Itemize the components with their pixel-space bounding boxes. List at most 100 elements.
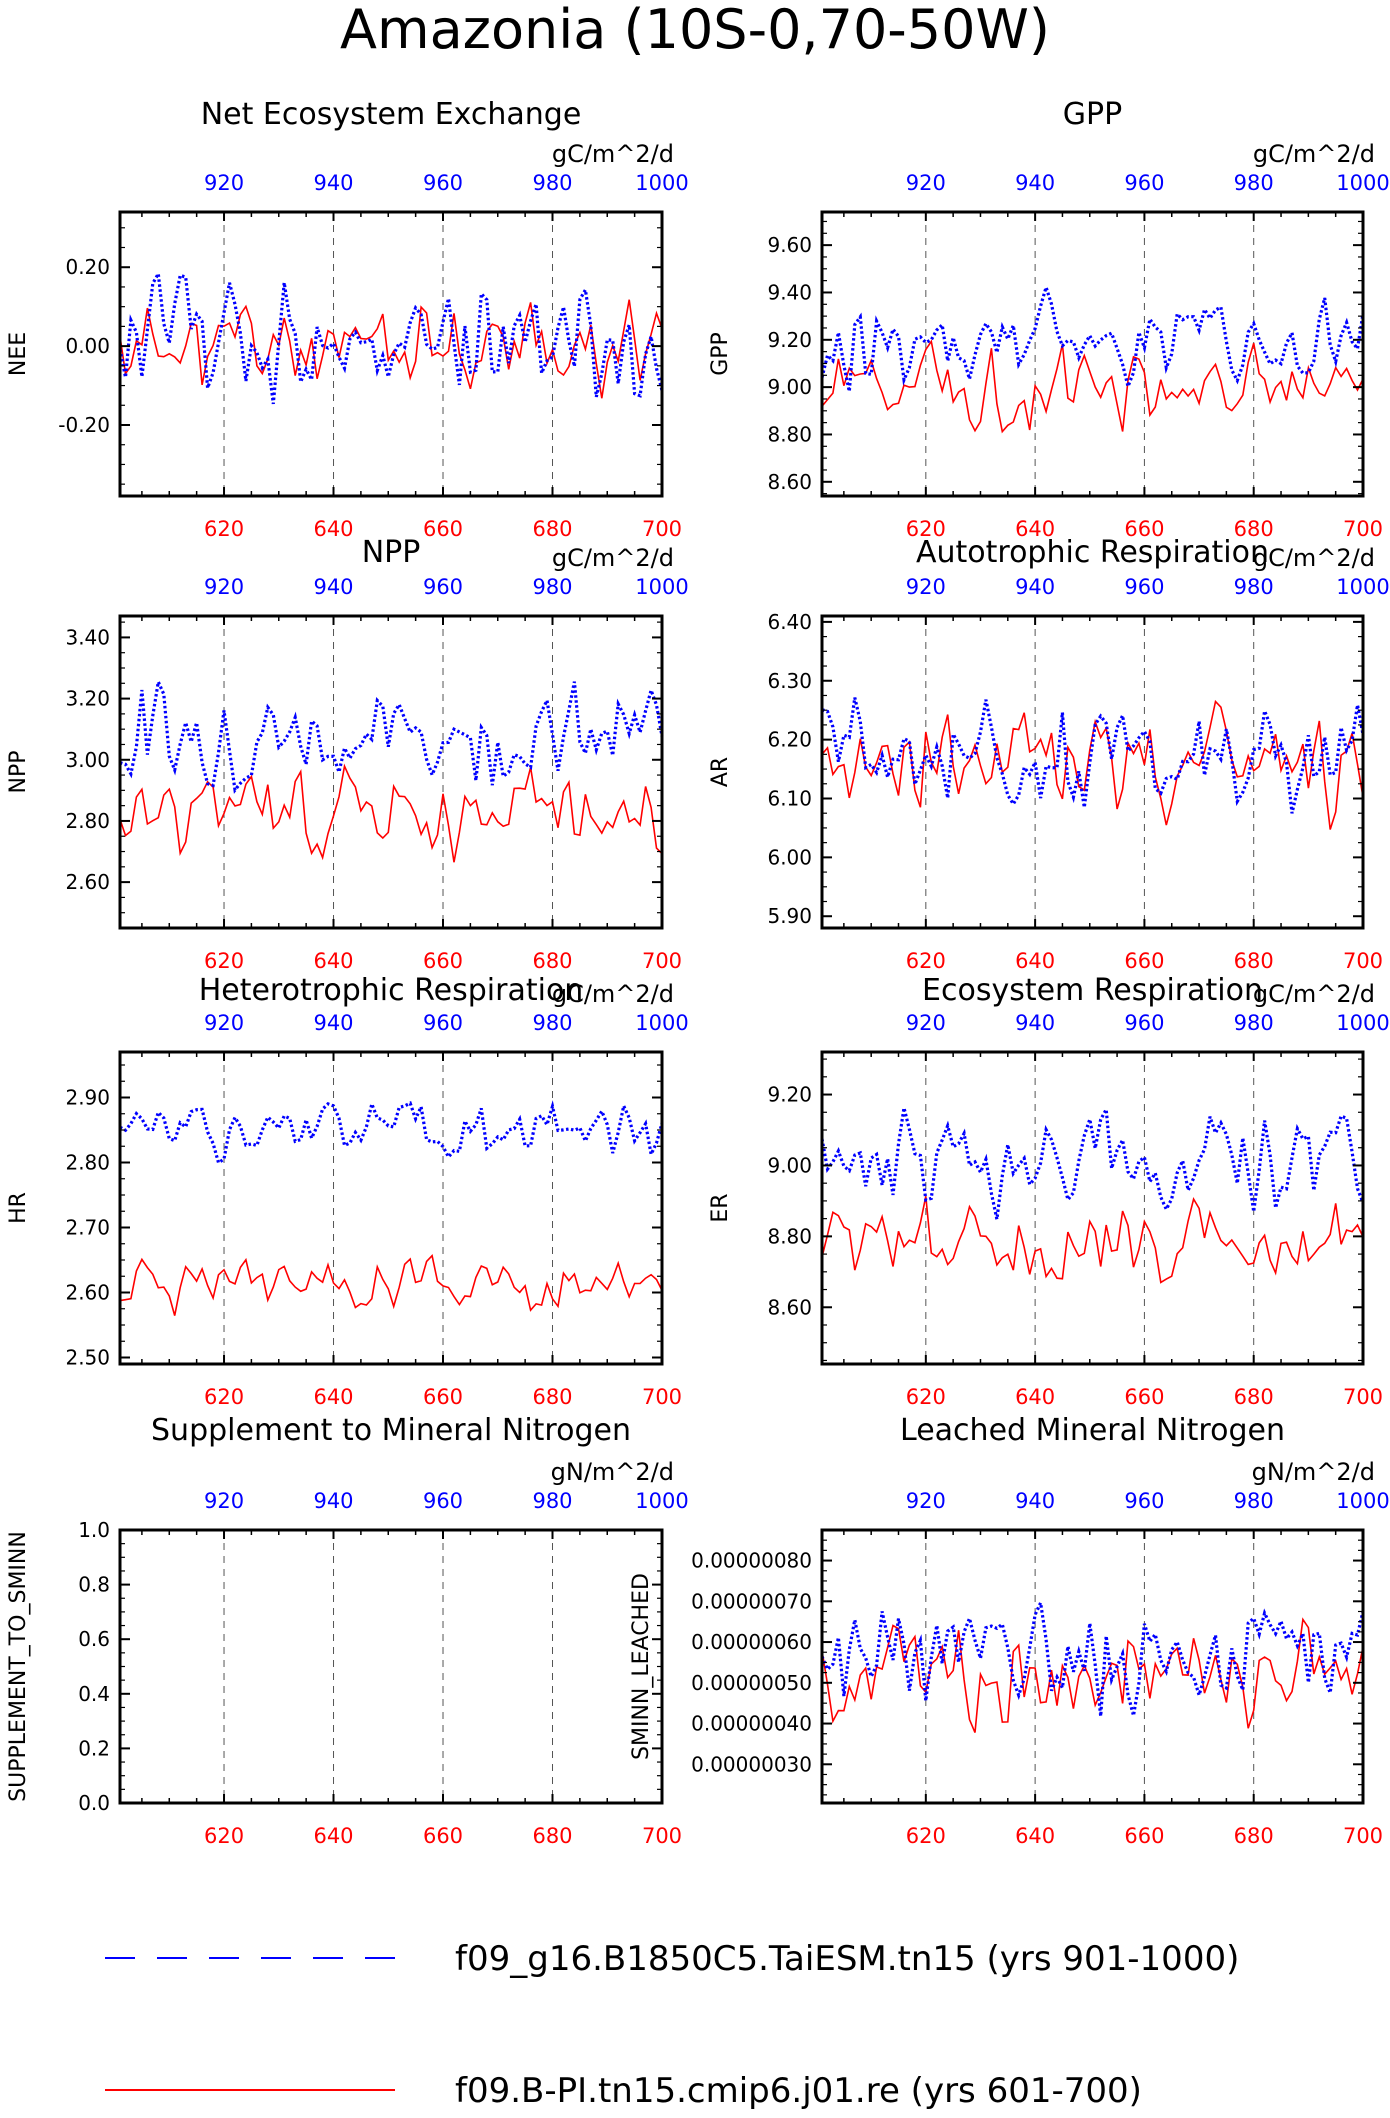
y-axis-label: SMINN_LEACHED: [629, 1573, 654, 1760]
x-tick-label-top: 980: [1234, 1489, 1274, 1513]
x-tick-label-top: 920: [906, 575, 946, 599]
x-tick-label-top: 940: [313, 1489, 353, 1513]
x-tick-label-bottom: 640: [1015, 949, 1055, 973]
x-tick-label-bottom: 700: [642, 1385, 682, 1409]
x-tick-label-top: 920: [906, 1011, 946, 1035]
panel-2: GPP gC/m^2/d 620 920 640 940 660 960 680 980 700 10…: [708, 97, 1390, 541]
x-tick-label-top: 1000: [635, 1489, 688, 1513]
y-tick-label: 6.00: [767, 845, 812, 869]
x-tick-label-bottom: 620: [906, 1824, 946, 1848]
y-tick-label: 6.40: [767, 610, 812, 634]
units-label: gN/m^2/d: [1252, 1458, 1375, 1486]
x-tick-label-top: 920: [204, 1011, 244, 1035]
panel-title: Ecosystem Respiration: [922, 973, 1263, 1008]
x-tick-label-bottom: 700: [1343, 1385, 1383, 1409]
series-blue-line: [820, 1104, 1365, 1220]
y-axis-label: ER: [708, 1193, 733, 1222]
y-tick-label: 2.60: [65, 1281, 110, 1305]
x-tick-label-bottom: 620: [906, 517, 946, 541]
plot-frame: [820, 1050, 1365, 1366]
panel-1: Net Ecosystem Exchange gC/m^2/d 620 920 640 9…: [6, 97, 689, 541]
x-tick-label-bottom: 660: [1124, 949, 1164, 973]
y-tick-label: 0.00: [65, 334, 110, 358]
x-tick-label-top: 920: [906, 1489, 946, 1513]
y-tick-label: 0.00000060: [691, 1630, 812, 1654]
x-tick-label-bottom: 620: [906, 1385, 946, 1409]
y-tick-label: 2.70: [65, 1216, 110, 1240]
panel-title: GPP: [1063, 97, 1122, 132]
x-tick-label-bottom: 680: [1234, 1385, 1274, 1409]
panel-8: Leached Mineral Nitrogen gN/m^2/d 620 920 64…: [629, 1413, 1390, 1848]
units-label: gC/m^2/d: [1253, 140, 1375, 168]
x-tick-label-top: 1000: [635, 1011, 688, 1035]
x-tick-label-bottom: 660: [1124, 1824, 1164, 1848]
y-tick-label: 9.00: [767, 375, 812, 399]
x-tick-label-bottom: 620: [204, 1824, 244, 1848]
x-tick-label-bottom: 680: [532, 949, 572, 973]
x-tick-label-bottom: 700: [642, 949, 682, 973]
y-tick-label: 9.20: [767, 1083, 812, 1107]
plot-frame: [820, 614, 1365, 930]
series-blue-line: [118, 268, 664, 405]
y-tick-label: 0.00000070: [691, 1589, 812, 1613]
y-tick-label: 2.90: [65, 1086, 110, 1110]
figure-title: Amazonia (10S-0,70-50W): [340, 0, 1050, 61]
x-tick-label-top: 980: [1234, 575, 1274, 599]
x-tick-label-bottom: 660: [1124, 517, 1164, 541]
x-tick-label-top: 980: [532, 575, 572, 599]
y-tick-label: 3.00: [65, 748, 110, 772]
x-tick-label-bottom: 680: [1234, 1824, 1274, 1848]
y-tick-label: 9.20: [767, 328, 812, 352]
series-blue-line: [821, 697, 1365, 814]
y-tick-label: 9.40: [767, 280, 812, 304]
panel-title: Net Ecosystem Exchange: [201, 97, 582, 132]
x-tick-label-top: 960: [423, 575, 463, 599]
x-tick-label-top: 1000: [635, 575, 688, 599]
x-tick-label-top: 1000: [635, 171, 688, 195]
panel-title: Supplement to Mineral Nitrogen: [151, 1413, 631, 1448]
y-axis-label: GPP: [708, 332, 733, 376]
units-label: gC/m^2/d: [552, 140, 674, 168]
y-tick-label: 0.8: [78, 1573, 110, 1597]
x-tick-label-top: 980: [1234, 1011, 1274, 1035]
x-tick-label-bottom: 660: [423, 949, 463, 973]
y-tick-label: 3.20: [65, 687, 110, 711]
x-tick-label-top: 940: [313, 171, 353, 195]
x-tick-label-top: 980: [532, 171, 572, 195]
x-tick-label-bottom: 660: [423, 1824, 463, 1848]
series-blue-line: [820, 1597, 1365, 1717]
x-tick-label-bottom: 640: [313, 517, 353, 541]
x-tick-label-top: 960: [423, 171, 463, 195]
x-tick-label-top: 940: [1015, 171, 1055, 195]
y-tick-label: 0.4: [78, 1682, 110, 1706]
x-tick-label-bottom: 680: [1234, 949, 1274, 973]
plot-frame: [118, 210, 664, 498]
x-tick-label-bottom: 700: [1343, 1824, 1383, 1848]
units-label: gC/m^2/d: [1253, 544, 1375, 572]
y-tick-label: 0.20: [65, 255, 110, 279]
y-tick-label: 3.40: [65, 625, 110, 649]
x-tick-label-top: 960: [423, 1489, 463, 1513]
x-tick-label-bottom: 620: [204, 949, 244, 973]
x-tick-label-bottom: 640: [1015, 1385, 1055, 1409]
x-tick-label-top: 960: [1124, 575, 1164, 599]
y-tick-label: 0.00000030: [691, 1752, 812, 1776]
y-tick-label: 1.0: [78, 1518, 110, 1542]
panel-title: Leached Mineral Nitrogen: [900, 1413, 1285, 1448]
y-tick-label: 8.60: [767, 1295, 812, 1319]
series-red-line: [119, 1254, 663, 1316]
legend-label-blue: f09_g16.B1850C5.TaiESM.tn15 (yrs 901-100…: [455, 1939, 1239, 1979]
x-tick-label-top: 920: [204, 171, 244, 195]
panel-7: Supplement to Mineral Nitrogen gN/m^2/d 62…: [6, 1413, 689, 1848]
y-tick-label: 0.6: [78, 1627, 110, 1651]
y-tick-label: -0.20: [58, 413, 110, 437]
x-tick-label-bottom: 680: [532, 1385, 572, 1409]
y-tick-label: 5.90: [767, 904, 812, 928]
x-tick-label-top: 960: [1124, 1489, 1164, 1513]
x-tick-label-bottom: 700: [642, 517, 682, 541]
units-label: gC/m^2/d: [552, 544, 674, 572]
